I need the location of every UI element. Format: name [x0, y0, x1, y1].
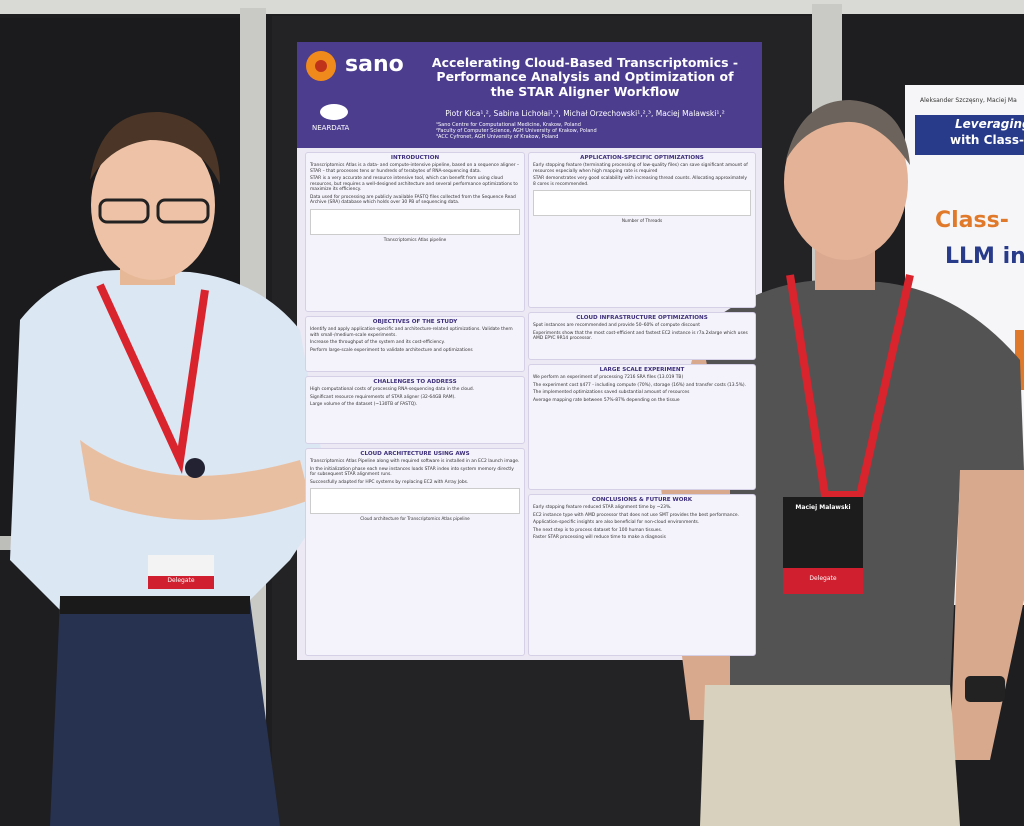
face [91, 130, 215, 280]
hair [90, 111, 220, 185]
bullet: Transcriptomics Atlas is a data- and com… [310, 163, 520, 174]
section-heading: INTRODUCTION [390, 155, 440, 161]
side-title: with Class- [950, 133, 1024, 147]
poster-section: CLOUD ARCHITECTURE USING AWS Transcriptom… [305, 448, 525, 656]
affiliation: ³ACC Cyfronet, AGH University of Krakow,… [436, 133, 559, 140]
bullet: Increase the throughput of the system an… [310, 340, 445, 345]
trousers [700, 685, 960, 826]
trousers [50, 600, 280, 826]
glasses [156, 198, 210, 224]
watch [965, 676, 1005, 702]
ceiling [0, 0, 1024, 14]
side-authors: Aleksander Szczęsny, Maciej Ma [920, 97, 1017, 104]
poster-section: CONCLUSIONS & FUTURE WORK Early stopping … [528, 494, 756, 656]
affiliation: ¹Sano Centre for Computational Medicine,… [436, 122, 581, 128]
watch [185, 458, 205, 478]
figure-caption: Transcriptomics Atlas pipeline [383, 236, 447, 242]
bullet: STAR is a very accurate and resource int… [310, 176, 518, 192]
poster-authors: Piotr Kica¹,², Sabina Lichołai¹,³, Micha… [445, 109, 725, 118]
logo-text: sano [345, 52, 404, 77]
bullet: Transcriptomics Atlas Pipeline along wit… [310, 459, 520, 464]
badge-stripe [148, 576, 214, 589]
title-line: Accelerating Cloud-Based Transcriptomics… [431, 55, 739, 70]
poster-title: Accelerating Cloud-Based Transcriptomics… [420, 55, 750, 99]
section-heading: CLOUD ARCHITECTURE USING AWS [360, 451, 470, 457]
poster-section: LARGE SCALE EXPERIMENT We perform an expe… [528, 364, 756, 490]
bullet: Early stopping feature reduced STAR alig… [533, 505, 672, 510]
bullet: Early stopping feature (terminating proc… [533, 163, 748, 174]
figure [310, 208, 520, 235]
bullet: Spot instances are recommended and provi… [533, 323, 700, 328]
section-heading: APPLICATION-SPECIFIC OPTIMIZATIONS [580, 155, 704, 161]
partner-logo: NEARDATA [312, 124, 350, 132]
side-big: Class- [935, 208, 1009, 233]
bullet: Successfully adapted for HPC systems by … [310, 479, 469, 485]
side-big: LLM in [945, 244, 1024, 269]
title-line: Performance Analysis and Optimization of [436, 69, 734, 85]
section-heading: OBJECTIVES OF THE STUDY [372, 319, 458, 325]
badge-stripe [783, 568, 863, 594]
figure-caption: Number of Threads [621, 218, 663, 223]
figure-caption: Cloud architecture for Transcriptomics A… [360, 516, 470, 521]
bullet: Large volume of the dataset (~130TB of F… [310, 402, 418, 407]
poster-section: CLOUD INFRASTRUCTURE OPTIMIZATIONS Spot i… [528, 312, 756, 360]
section-heading: CLOUD INFRASTRUCTURE OPTIMIZATIONS [576, 315, 708, 321]
glasses [98, 198, 150, 224]
bullet: EC2 instance type with AMD processor tha… [533, 512, 740, 518]
poster-section: CHALLENGES TO ADDRESS High computational … [305, 376, 525, 444]
bullet: Significant resource requirements of STA… [310, 394, 456, 400]
badge-role: Delegate [167, 577, 195, 584]
bullet: The next step is to process dataset for … [533, 527, 663, 533]
hair [786, 100, 910, 165]
bullet: Perform large-scale experiment to valida… [310, 347, 473, 353]
figure [533, 190, 751, 216]
logo-mark [315, 60, 327, 72]
lanyard [786, 274, 914, 499]
bullet: In the initialization phase each new ins… [310, 466, 514, 478]
lanyard [96, 283, 209, 474]
belt [60, 596, 250, 614]
bullet: We perform an experiment of processing 7… [533, 375, 684, 380]
poster-section: INTRODUCTION Transcriptomics Atlas is a d… [305, 152, 525, 312]
bullet: Faster STAR processing will reduce time … [533, 535, 666, 540]
bullet: Identify and apply application-specific … [310, 327, 513, 338]
affiliation: ²Faculty of Computer Science, AGH Univer… [436, 127, 597, 134]
section-heading: CHALLENGES TO ADDRESS [373, 379, 457, 385]
poster-header [297, 42, 762, 148]
bullet: STAR demonstrates very good scalability … [533, 176, 747, 187]
face [784, 104, 908, 260]
bullet: The experiment cost $477 - including com… [533, 382, 746, 388]
section-heading: LARGE SCALE EXPERIMENT [599, 367, 685, 373]
side-title: Leveraging [955, 117, 1024, 131]
bullet: Experiments show that the most cost-effi… [533, 330, 748, 342]
bullet: The implemented optimizations saved subs… [533, 390, 690, 395]
side-banner [915, 115, 1024, 155]
badge-role: Delegate [809, 575, 837, 582]
section-heading: CONCLUSIONS & FUTURE WORK [591, 497, 693, 503]
bullet: High computational costs of processing R… [310, 387, 475, 392]
arms [80, 440, 310, 520]
poster-section: OBJECTIVES OF THE STUDY Identify and appl… [305, 316, 525, 372]
bullet: Application-specific insights are also b… [533, 520, 700, 525]
title-line: the STAR Aligner Workflow [490, 83, 680, 99]
bullet: Data used for processing are publicly av… [310, 194, 516, 206]
bullet: Average mapping rate between 57%-87% dep… [533, 397, 680, 403]
poster-section: APPLICATION-SPECIFIC OPTIMIZATIONS Early … [528, 152, 756, 308]
affiliations: ¹Sano Centre for Computational Medicine,… [436, 122, 597, 140]
figure [310, 488, 520, 514]
cloud-logo [320, 104, 348, 120]
badge-name: Maciej Malawski [795, 504, 851, 511]
